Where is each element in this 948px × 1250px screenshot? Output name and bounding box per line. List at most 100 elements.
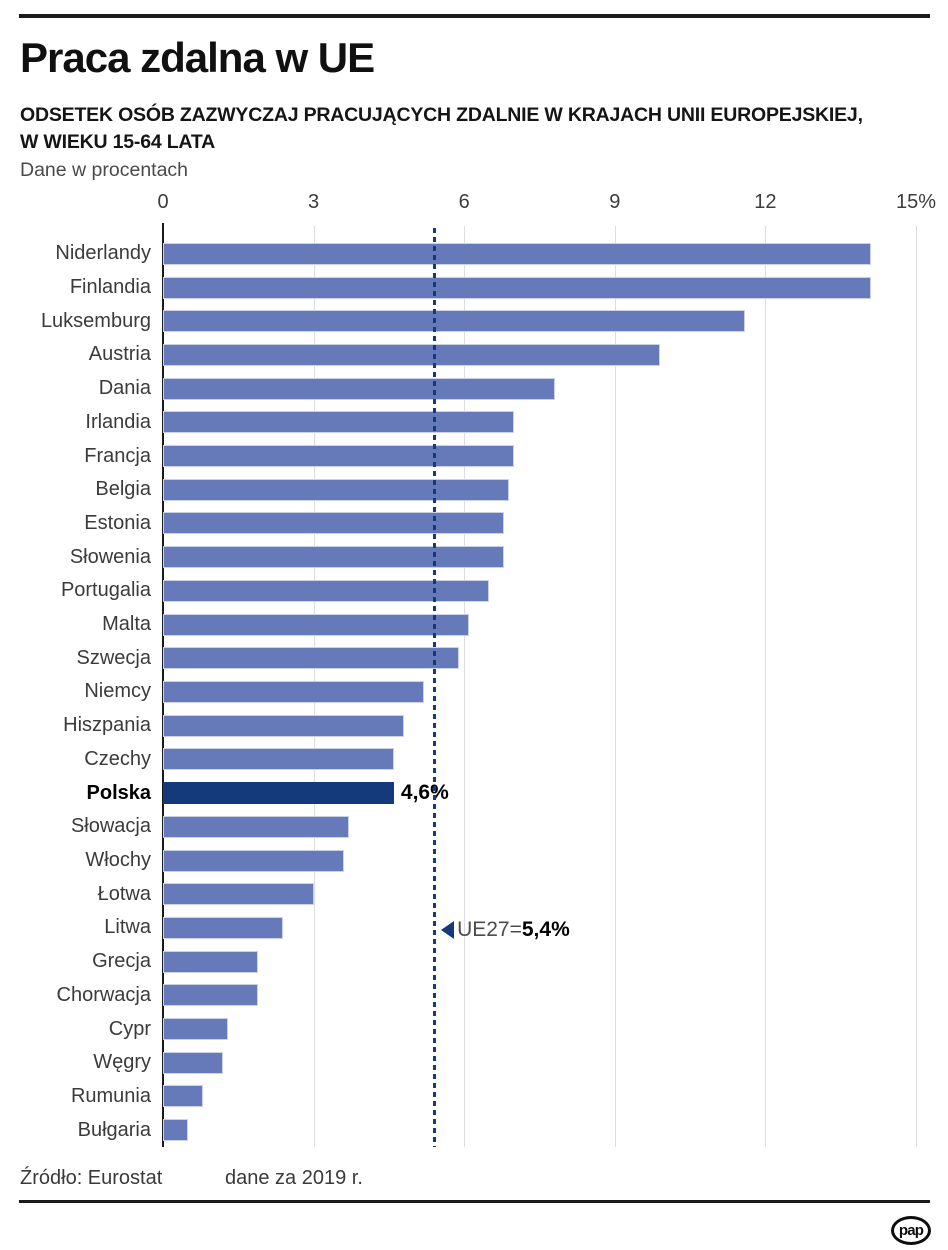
bar-row: Węgry — [0, 1046, 948, 1080]
bar — [163, 714, 404, 737]
bar — [163, 377, 555, 400]
country-label: Czechy — [84, 747, 151, 770]
bar — [163, 1018, 229, 1041]
bar-rows: Niderlandy Finlandia Luksemburg Austria Dani… — [0, 237, 948, 1147]
gridline — [916, 226, 917, 1147]
bar-row: Łotwa — [0, 877, 948, 911]
bar — [163, 647, 460, 670]
bar-row: Portugalia — [0, 574, 948, 608]
eu-average-reference-line — [432, 228, 436, 1147]
country-label: Austria — [88, 343, 151, 366]
bar-row: Finlandia — [0, 271, 948, 305]
country-label: Hiszpania — [63, 714, 151, 737]
bar-row: Słowenia — [0, 540, 948, 574]
pap-logo-text: pap — [898, 1222, 924, 1239]
left-arrow-icon — [441, 920, 455, 939]
country-label: Słowacja — [70, 815, 151, 838]
x-tick-label: 12 — [754, 191, 777, 213]
x-tick-label: 9 — [609, 191, 621, 213]
bar — [163, 1119, 189, 1142]
bar — [163, 546, 505, 569]
x-axis: 0 3 6 9 12 15% — [0, 191, 948, 215]
bar — [163, 1085, 204, 1108]
top-divider — [19, 14, 930, 18]
eu-average-label: UE27= — [457, 917, 522, 941]
date-note: dane za 2019 r. — [225, 1167, 363, 1189]
bar-row: Francja — [0, 439, 948, 473]
bar — [163, 849, 344, 872]
eu-average-value: 5,4% — [521, 917, 570, 941]
bar-row: Rumunia — [0, 1080, 948, 1114]
x-tick-label: 0 — [157, 191, 169, 213]
chart-subtitle: ODSETEK OSÓB ZAZWYCZAJ PRACUJĄCYCH ZDALN… — [20, 102, 863, 156]
bar-row: Litwa — [0, 911, 948, 945]
bar-row: Hiszpania — [0, 709, 948, 743]
bar — [163, 445, 515, 468]
bar-row: Włochy — [0, 844, 948, 878]
country-label: Słowenia — [69, 545, 151, 568]
country-label: Malta — [102, 613, 151, 636]
bar — [163, 478, 510, 501]
bar — [163, 613, 470, 636]
gridline — [765, 226, 767, 1147]
country-label: Łotwa — [97, 882, 151, 905]
country-label: Chorwacja — [56, 983, 151, 1006]
highlight-bar — [163, 782, 394, 805]
country-label: Niderlandy — [55, 242, 151, 265]
bar-row: Grecja — [0, 945, 948, 979]
country-label: Litwa — [104, 916, 151, 939]
bar-row: Bułgaria — [0, 1113, 948, 1147]
bar — [163, 242, 871, 265]
country-label: Luksemburg — [40, 309, 151, 332]
bar-row: Słowacja — [0, 810, 948, 844]
country-label: Cypr — [108, 1017, 151, 1040]
bar — [163, 276, 871, 299]
country-label: Francja — [84, 444, 151, 467]
bar-row: Dania — [0, 372, 948, 406]
x-tick-label: 15% — [895, 191, 937, 213]
bar-row: Czechy — [0, 743, 948, 777]
gridline — [614, 226, 616, 1147]
highlight-value-label: 4,6% — [400, 781, 449, 805]
country-label: Belgia — [95, 478, 151, 501]
eu-average-annotation: UE27= 5,4% — [441, 916, 570, 944]
bar-row: Malta — [0, 608, 948, 642]
bar — [163, 883, 314, 906]
country-label: Bułgaria — [77, 1118, 151, 1141]
bar-row: Belgia — [0, 473, 948, 507]
bar — [163, 680, 425, 703]
pap-logo: pap — [891, 1216, 931, 1245]
country-label: Finlandia — [69, 276, 151, 299]
country-label: Szwecja — [76, 646, 151, 669]
bar-row: Cypr — [0, 1012, 948, 1046]
bar — [163, 343, 660, 366]
bar — [163, 1051, 224, 1074]
bar-row: Niderlandy — [0, 237, 948, 271]
units-note: Dane w procentach — [20, 159, 189, 181]
bar — [163, 310, 746, 333]
bar-row: Chorwacja — [0, 978, 948, 1012]
bar — [163, 815, 349, 838]
bar — [163, 748, 394, 771]
bottom-divider — [19, 1200, 930, 1203]
bar — [163, 916, 284, 939]
bar-row: Niemcy — [0, 675, 948, 709]
country-label: Irlandia — [85, 410, 151, 433]
bar-row: Estonia — [0, 507, 948, 541]
country-label: Węgry — [93, 1051, 151, 1074]
country-label: Polska — [86, 781, 151, 804]
bar-row: Polska 4,6% — [0, 776, 948, 810]
bar-row: Austria — [0, 338, 948, 372]
country-label: Grecja — [92, 950, 151, 973]
source-label: Źródło: Eurostat — [20, 1167, 163, 1189]
gridline — [464, 226, 466, 1147]
x-tick-label: 6 — [458, 191, 470, 213]
country-label: Estonia — [84, 511, 151, 534]
page-title: Praca zdalna w UE — [20, 34, 375, 81]
chart-subtitle-line1: ODSETEK OSÓB ZAZWYCZAJ PRACUJĄCYCH ZDALN… — [20, 104, 863, 126]
x-tick-label: 3 — [308, 191, 320, 213]
bar-row: Irlandia — [0, 406, 948, 440]
bar — [163, 579, 490, 602]
country-label: Portugalia — [60, 579, 151, 602]
